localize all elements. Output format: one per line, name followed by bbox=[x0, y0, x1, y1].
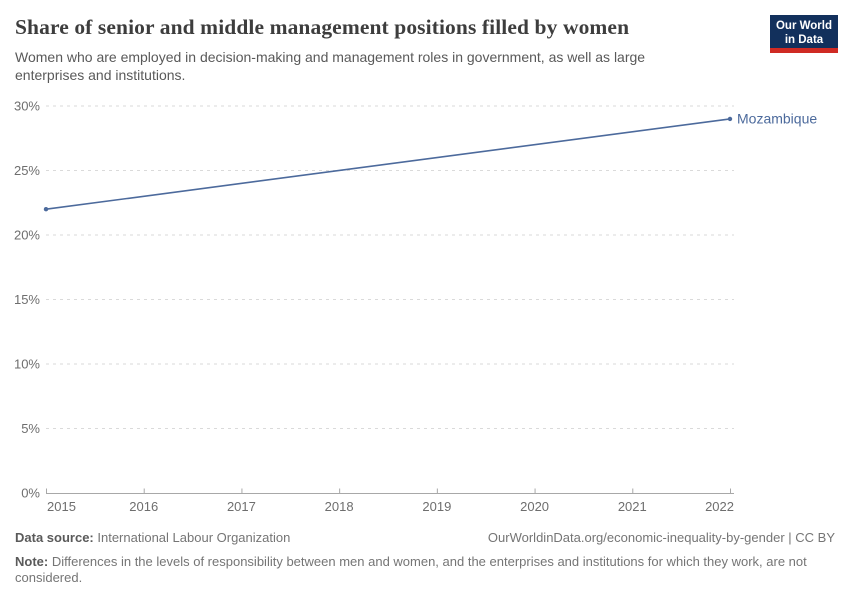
x-tick-label: 2016 bbox=[129, 499, 158, 514]
x-tick-label: 2015 bbox=[47, 499, 76, 514]
x-tick-label: 2021 bbox=[618, 499, 647, 514]
y-tick-label: 5% bbox=[21, 421, 40, 436]
x-tick-label: 2018 bbox=[325, 499, 354, 514]
footer-source-row: Data source: International Labour Organi… bbox=[15, 530, 835, 547]
y-tick-label: 30% bbox=[14, 99, 40, 114]
data-source-value: International Labour Organization bbox=[97, 530, 291, 545]
data-source: Data source: International Labour Organi… bbox=[15, 530, 290, 547]
series-line[interactable] bbox=[45, 118, 731, 210]
y-tick-label: 20% bbox=[14, 228, 40, 243]
y-tick-label: 25% bbox=[14, 163, 40, 178]
x-tick-label: 2017 bbox=[227, 499, 256, 514]
page-title: Share of senior and middle management po… bbox=[15, 15, 630, 39]
y-tick-label: 10% bbox=[14, 357, 40, 372]
owid-logo[interactable]: Our World in Data bbox=[770, 15, 838, 53]
x-tick-label: 2019 bbox=[422, 499, 451, 514]
y-tick-label: 15% bbox=[14, 292, 40, 307]
x-tick-label: 2022 bbox=[705, 499, 734, 514]
y-tick-label: 0% bbox=[21, 486, 40, 501]
footer-note: Note: Differences in the levels of respo… bbox=[15, 554, 835, 587]
page-subtitle: Women who are employed in decision-makin… bbox=[15, 49, 646, 83]
owid-logo-line2: in Data bbox=[784, 34, 824, 46]
entity-label[interactable]: Mozambique bbox=[737, 110, 817, 126]
attribution-link[interactable]: OurWorldinData.org/economic-inequality-b… bbox=[487, 530, 835, 545]
owid-logo-line1: Our World bbox=[775, 20, 832, 32]
series-start-marker bbox=[43, 207, 49, 212]
note-label: Note: bbox=[15, 553, 49, 569]
series-end-marker bbox=[727, 116, 733, 122]
chart-footer: Data source: International Labour Organi… bbox=[15, 530, 835, 587]
data-source-label: Data source: bbox=[15, 530, 94, 545]
x-tick-label: 2020 bbox=[520, 499, 549, 514]
note-value: Differences in the levels of responsibil… bbox=[15, 553, 807, 586]
